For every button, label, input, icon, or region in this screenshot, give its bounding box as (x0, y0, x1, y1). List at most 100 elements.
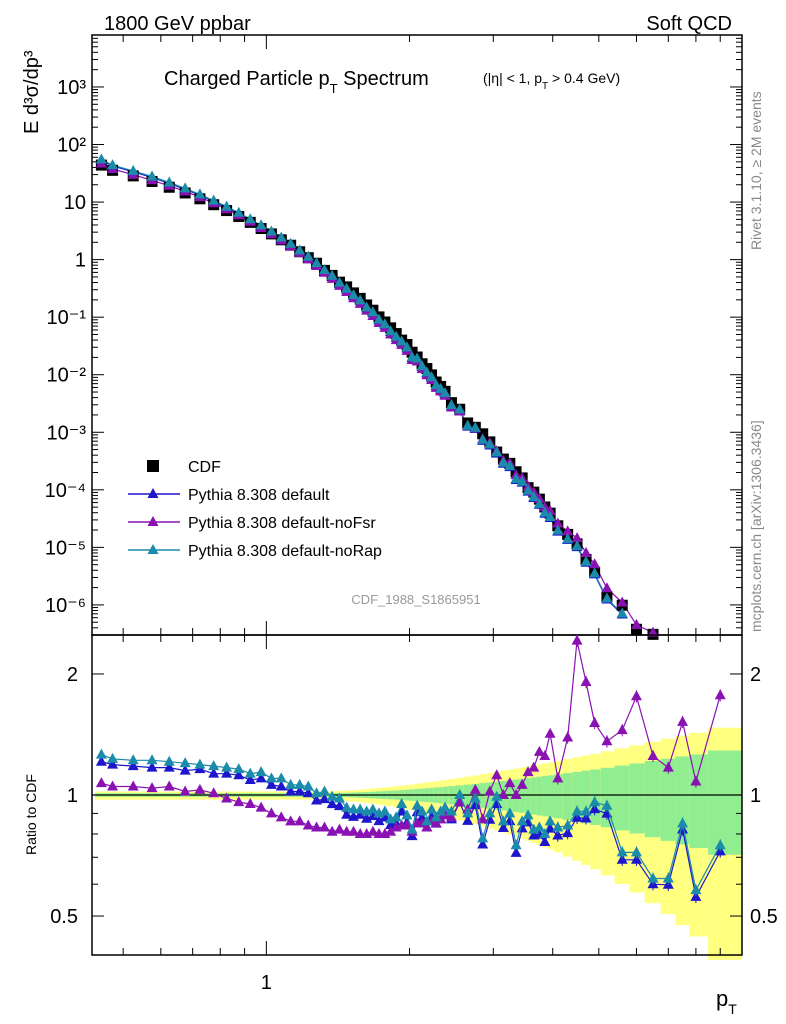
mc-point-3 (421, 366, 433, 377)
ratio-point-1 (244, 773, 256, 784)
stat-uncertainty-band (506, 780, 513, 812)
mc-point-3 (462, 419, 474, 430)
ratio-point-1 (311, 794, 323, 805)
ratio-point-2 (469, 783, 481, 794)
ratio-point-3 (146, 754, 158, 765)
main-plot-series (95, 153, 659, 640)
y-axis-label: E d³σ/dp³ (21, 50, 43, 134)
ratio-point-3 (647, 872, 659, 883)
ratio-point-2 (334, 823, 346, 834)
ratio-point-3 (318, 785, 330, 796)
mc-point-3 (221, 200, 233, 211)
ratio-y-tick-label: 0.5 (750, 906, 778, 928)
stat-uncertainty-band (572, 771, 582, 822)
mc-point-3 (439, 387, 451, 398)
stat-uncertainty-band (590, 769, 601, 825)
mc-point-3 (373, 313, 385, 324)
ratio-point-1 (255, 772, 267, 783)
mc-point-3 (285, 237, 297, 248)
ratio-point-2 (302, 819, 314, 830)
ratio-point-2 (194, 783, 206, 794)
plot-title: Charged Particle pT Spectrum (164, 68, 429, 96)
ratio-point-3 (221, 761, 233, 772)
ratio-point-3 (179, 757, 191, 768)
ratio-point-2 (348, 825, 360, 836)
mc-point-3 (302, 250, 314, 261)
ratio-point-2 (255, 801, 267, 812)
analysis-tag: CDF_1988_S1865951 (351, 592, 480, 607)
mc-point-3 (341, 282, 353, 293)
stat-uncertainty-band (660, 758, 676, 841)
stat-uncertainty-band (525, 778, 531, 814)
ratio-point-3 (302, 780, 314, 791)
ratio-point-1 (630, 853, 642, 864)
ratio-point-1 (616, 853, 628, 864)
ratio-point-3 (379, 805, 391, 816)
ratio-point-2 (221, 792, 233, 803)
mc-point-3 (562, 532, 574, 543)
stat-uncertainty-band (519, 778, 526, 813)
mc-point-3 (589, 567, 601, 578)
stat-uncertainty-band (675, 756, 690, 845)
ratio-point-3 (677, 817, 689, 828)
ratio-plot-series (95, 634, 726, 904)
mc-point-3 (255, 219, 267, 230)
ratio-point-3 (439, 801, 451, 812)
mc-point-3 (179, 182, 191, 193)
mc-point-3 (528, 490, 540, 501)
legend-label: Pythia 8.308 default-noFsr (188, 515, 376, 532)
ratio-point-3 (127, 754, 139, 765)
ratio-point-2 (497, 789, 509, 799)
ratio-point-2 (233, 796, 245, 807)
ratio-point-1 (275, 780, 287, 791)
ratio-point-1 (163, 761, 175, 772)
mc-point-2 (571, 532, 583, 543)
mc-point-3 (379, 318, 391, 329)
mc-point-3 (367, 306, 379, 317)
ratio-point-3 (255, 766, 267, 777)
y-tick-label: 10 (64, 192, 86, 214)
mc-point-3 (497, 456, 509, 467)
ratio-point-2 (714, 689, 726, 700)
legend-marker (147, 488, 159, 498)
ratio-point-3 (533, 821, 545, 832)
ratio-point-3 (430, 811, 442, 822)
ratio-point-2 (208, 787, 220, 798)
ratio-point-1 (146, 761, 158, 772)
ratio-point-2 (616, 724, 628, 735)
y-tick-label: 10⁻⁴ (45, 480, 86, 502)
ratio-point-2 (690, 775, 702, 786)
ratio-point-2 (454, 796, 466, 807)
legend-label: Pythia 8.308 default-noRap (188, 543, 382, 560)
mc-point-2 (616, 596, 628, 607)
ratio-point-2 (445, 811, 457, 822)
mc-point-3 (294, 244, 306, 255)
ratio-point-3 (390, 811, 402, 822)
ratio-point-2 (562, 731, 574, 742)
ratio-point-1 (469, 799, 481, 810)
mc-point-3 (361, 301, 373, 312)
ratio-point-2 (179, 785, 191, 796)
stat-uncertainty-band (629, 763, 645, 834)
mc-point-3 (146, 170, 158, 181)
ratio-point-2 (107, 780, 119, 791)
ratio-point-3 (416, 805, 428, 816)
ratio-point-2 (484, 785, 496, 796)
ratio-point-3 (589, 796, 601, 807)
ratio-y-tick-label: 2 (750, 664, 761, 686)
mc-point-3 (265, 225, 277, 236)
ratio-point-1 (544, 822, 556, 833)
ratio-point-3 (477, 832, 489, 843)
mc-point-3 (516, 475, 528, 486)
mc-point-3 (348, 289, 360, 300)
ratio-point-3 (504, 807, 516, 818)
ratio-point-2 (647, 750, 659, 761)
mc-point-3 (571, 540, 583, 551)
ratio-point-1 (285, 785, 297, 796)
ratio-point-3 (326, 790, 338, 801)
ratio-point-2 (275, 811, 287, 822)
y-tick-label: 10⁻⁶ (45, 595, 86, 617)
stat-uncertainty-band (708, 750, 742, 855)
ratio-point-1 (477, 838, 489, 849)
ratio-point-2 (571, 634, 583, 645)
